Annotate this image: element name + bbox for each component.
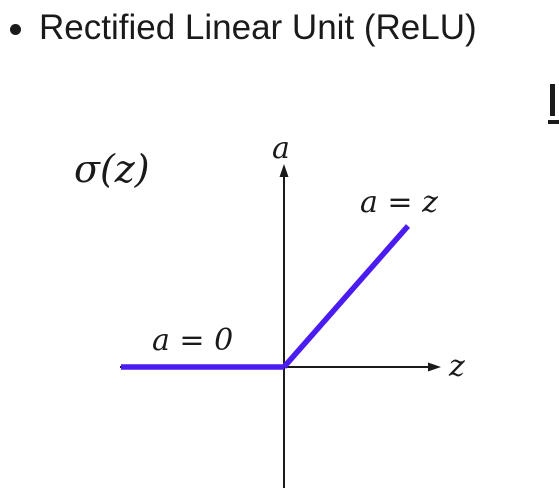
- x-axis-label: z: [449, 349, 465, 384]
- function-label: σ(z): [74, 147, 150, 191]
- negative-segment-label: a = 0: [152, 323, 234, 358]
- arrow-up-icon: [279, 164, 289, 177]
- cropped-glyph: [548, 84, 559, 124]
- y-axis-label: a: [272, 131, 290, 166]
- bullet-item: Rectified Linear Unit (ReLU): [10, 0, 477, 56]
- bullet-text: Rectified Linear Unit (ReLU): [39, 8, 477, 47]
- bullet-dot-icon: [10, 23, 21, 35]
- positive-segment-label: a = z: [360, 185, 438, 220]
- arrow-right-icon: [428, 362, 441, 372]
- relu-positive-segment: [281, 224, 411, 369]
